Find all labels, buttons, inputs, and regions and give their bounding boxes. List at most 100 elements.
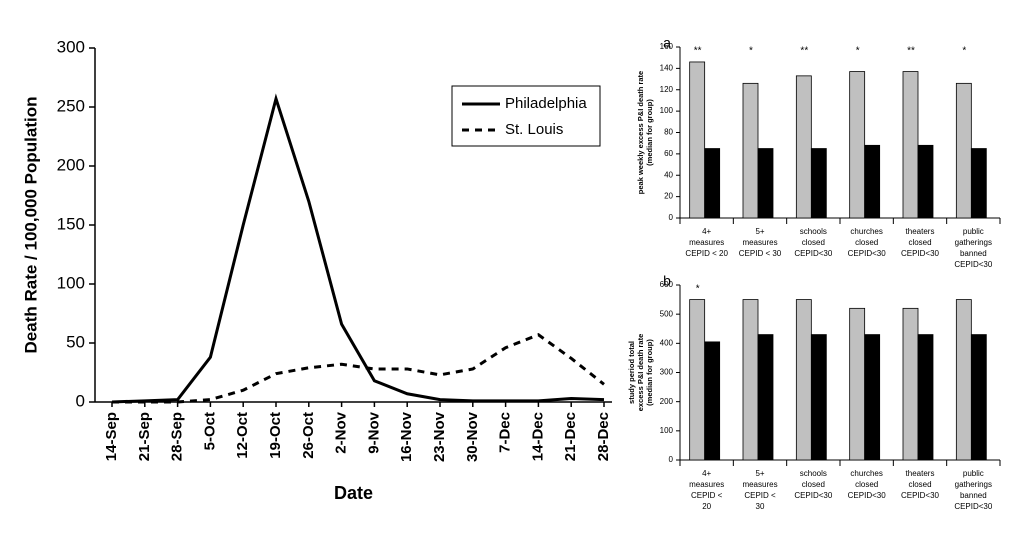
bar (970, 334, 987, 461)
y-tick-label: 0 (76, 391, 85, 410)
bar (742, 299, 759, 461)
x-tick-label: closed (802, 238, 825, 247)
y-tick-label: 150 (57, 214, 85, 233)
bar (810, 148, 827, 219)
bar (917, 334, 934, 461)
panel-label: a (663, 35, 671, 51)
x-tick-label: 19-Oct (267, 412, 284, 459)
bar (955, 299, 972, 461)
x-tick-label: 30 (756, 502, 765, 511)
significance-marker: ** (694, 46, 702, 57)
bar (902, 71, 919, 219)
significance-marker: ** (907, 46, 915, 57)
y-tick-label: 60 (664, 149, 673, 158)
x-tick-label: 9-Nov (365, 411, 382, 453)
x-tick-label: CEPID<30 (901, 249, 940, 258)
y-tick-label: 200 (660, 397, 674, 406)
x-tick-label: 28-Dec (595, 412, 612, 461)
x-tick-label: CEPID<30 (848, 249, 887, 258)
x-tick-label: CEPID < (744, 491, 776, 500)
line-series (112, 333, 605, 404)
significance-marker: * (749, 46, 753, 57)
y-tick-label: 40 (664, 170, 673, 179)
x-tick-label: 30-Nov (464, 411, 481, 462)
x-tick-label: gatherings (955, 480, 992, 489)
x-tick-label: CEPID<30 (794, 249, 833, 258)
bar (742, 82, 759, 219)
bar (757, 148, 774, 219)
x-tick-label: 4+ (702, 227, 711, 236)
x-tick-label: CEPID < 20 (685, 249, 728, 258)
x-tick-label: measures (689, 238, 724, 247)
line-series (111, 93, 605, 404)
significance-marker: * (962, 46, 966, 57)
bar (849, 71, 866, 219)
bar (689, 299, 706, 461)
x-tick-label: 26-Oct (300, 412, 317, 459)
x-tick-label: public (963, 227, 984, 236)
y-tick-label: 600 (660, 280, 674, 289)
x-tick-label: measures (742, 480, 777, 489)
y-axis-label: (median for group) (645, 339, 654, 406)
bar (704, 148, 721, 219)
x-tick-label: 7-Dec (497, 412, 514, 453)
x-tick-label: CEPID<30 (901, 491, 940, 500)
y-tick-label: 50 (66, 332, 85, 351)
bar (757, 334, 774, 461)
x-tick-label: 28-Sep (169, 412, 186, 461)
significance-marker: * (696, 284, 700, 295)
legend-box (451, 85, 601, 147)
bar (689, 61, 706, 219)
x-tick-label: 5+ (755, 227, 764, 236)
y-tick-label: 100 (57, 273, 85, 292)
x-tick-label: 12-Oct (234, 412, 251, 459)
y-axis-label: (median for group) (645, 99, 654, 166)
x-tick-label: public (963, 469, 984, 478)
y-tick-label: 400 (660, 338, 674, 347)
bar (795, 75, 812, 219)
y-tick-label: 200 (57, 155, 85, 174)
y-tick-label: 0 (669, 455, 674, 464)
y-tick-label: 80 (664, 128, 673, 137)
x-tick-label: CEPID<30 (954, 502, 993, 511)
bar (970, 148, 987, 219)
x-axis-label: Date (334, 483, 373, 503)
bar (864, 144, 881, 219)
y-tick-label: 160 (660, 42, 674, 51)
x-tick-label: CEPID < (691, 491, 723, 500)
legend-label: St. Louis (505, 121, 563, 138)
y-tick-label: 20 (664, 192, 673, 201)
x-tick-label: theaters (906, 227, 935, 236)
y-tick-label: 0 (669, 213, 674, 222)
x-tick-label: 21-Sep (136, 412, 153, 461)
y-tick-label: 100 (660, 106, 674, 115)
x-tick-label: 16-Nov (398, 411, 415, 462)
bar (902, 307, 919, 461)
bar (704, 341, 721, 461)
x-tick-label: measures (689, 480, 724, 489)
x-tick-label: 5+ (755, 469, 764, 478)
y-tick-label: 300 (660, 368, 674, 377)
x-tick-label: closed (802, 480, 825, 489)
y-tick-label: 250 (57, 96, 85, 115)
significance-marker: * (856, 46, 860, 57)
x-tick-label: closed (908, 480, 931, 489)
x-tick-label: CEPID < 30 (739, 249, 782, 258)
bar (917, 144, 934, 219)
x-tick-label: theaters (906, 469, 935, 478)
x-tick-label: churches (850, 227, 882, 236)
x-tick-label: closed (855, 480, 878, 489)
x-tick-label: 23-Nov (431, 411, 448, 462)
bar (864, 334, 881, 461)
x-tick-label: closed (855, 238, 878, 247)
x-tick-label: 5-Oct (201, 412, 218, 450)
x-tick-label: 4+ (702, 469, 711, 478)
bar (795, 299, 812, 461)
x-tick-label: banned (960, 491, 987, 500)
y-axis-label: Death Rate / 100,000 Population (21, 97, 40, 354)
x-tick-label: schools (800, 227, 827, 236)
panel-label: b (663, 273, 671, 289)
x-tick-label: CEPID<30 (848, 491, 887, 500)
x-tick-label: measures (742, 238, 777, 247)
x-tick-label: 14-Dec (529, 412, 546, 461)
